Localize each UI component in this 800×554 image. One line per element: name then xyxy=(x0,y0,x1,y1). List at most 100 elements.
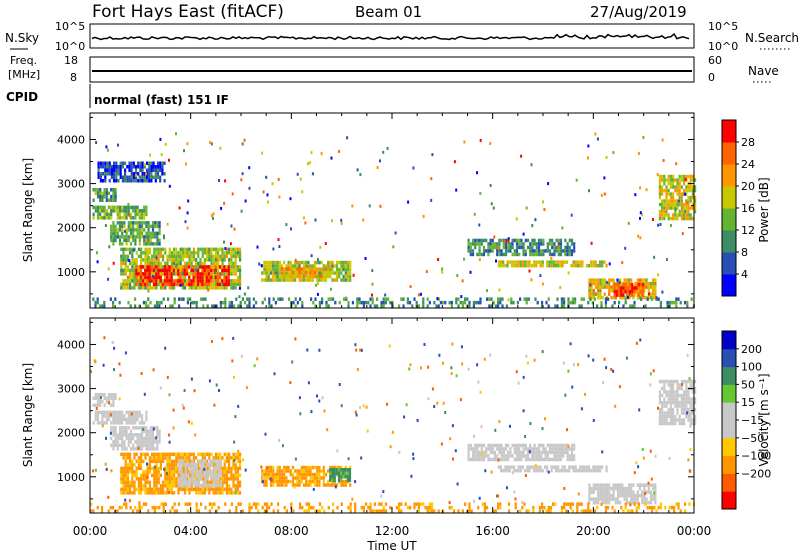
echo-cell xyxy=(134,433,137,437)
echo-cell xyxy=(199,258,202,262)
echo-cell xyxy=(652,285,655,289)
echo-cell xyxy=(570,242,574,246)
echo-cell xyxy=(118,216,122,220)
echo-cell xyxy=(159,282,162,287)
echo-cell xyxy=(562,249,565,253)
echo-cell xyxy=(658,216,661,221)
echo-cell xyxy=(173,251,176,255)
echo-cell xyxy=(136,235,139,239)
echo-cell xyxy=(236,275,239,280)
echo-cell xyxy=(528,263,531,268)
echo-cell xyxy=(272,267,275,272)
echo-cell xyxy=(227,268,230,273)
echo-cell xyxy=(285,264,288,268)
echo-cell xyxy=(201,456,204,460)
echo-cell xyxy=(627,493,631,498)
echo-cell xyxy=(239,275,242,280)
echo-cell xyxy=(689,469,692,473)
echo-cell xyxy=(590,486,593,491)
echo-cell xyxy=(175,480,178,485)
echo-cell xyxy=(498,443,501,448)
echo-cell xyxy=(217,251,220,255)
echo-cell xyxy=(181,258,184,262)
echo-cell xyxy=(97,165,100,169)
echo-cell xyxy=(140,452,143,457)
echo-cell xyxy=(683,390,686,394)
echo-cell xyxy=(236,473,239,478)
echo-cell xyxy=(294,483,297,487)
echo-cell xyxy=(354,343,357,347)
echo-cell xyxy=(239,473,242,478)
echo-cell xyxy=(137,265,140,269)
echo-cell xyxy=(107,417,111,422)
echo-cell xyxy=(422,304,425,308)
echo-cell xyxy=(153,509,156,513)
echo-cell xyxy=(652,218,654,221)
echo-cell xyxy=(508,502,511,506)
echo-cell xyxy=(110,443,113,448)
echo-cell xyxy=(138,238,141,243)
echo-cell xyxy=(236,247,239,252)
echo-cell xyxy=(569,505,572,510)
echo-cell xyxy=(438,353,441,357)
echo-cell xyxy=(156,165,160,169)
echo-cell xyxy=(497,300,500,305)
echo-cell xyxy=(518,245,521,250)
echo-cell xyxy=(318,469,321,473)
echo-cell xyxy=(213,480,216,484)
echo-cell xyxy=(266,193,269,197)
echo-cell xyxy=(280,483,284,487)
echo-cell xyxy=(221,254,224,259)
echo-cell xyxy=(311,472,314,477)
echo-cell xyxy=(252,304,255,308)
echo-cell xyxy=(239,265,242,269)
echo-cell xyxy=(160,153,163,157)
echo-cell xyxy=(382,150,385,154)
echo-cell xyxy=(560,509,563,513)
echo-cell xyxy=(183,149,185,153)
echo-cell xyxy=(555,245,558,250)
echo-cell xyxy=(132,443,135,448)
echo-cell xyxy=(413,502,416,506)
echo-cell xyxy=(267,276,270,280)
echo-cell xyxy=(131,247,134,252)
echo-cell xyxy=(542,457,545,462)
echo-cell xyxy=(686,201,689,205)
echo-cell xyxy=(221,272,224,276)
echo-cell xyxy=(177,487,180,492)
echo-cell xyxy=(205,279,208,283)
echo-cell xyxy=(189,502,192,506)
echo-cell xyxy=(129,421,133,425)
echo-cell xyxy=(533,454,536,458)
colorbar-swatch xyxy=(722,208,736,231)
echo-cell xyxy=(221,456,224,460)
echo-cell xyxy=(175,456,178,460)
echo-cell xyxy=(201,275,204,280)
echo-cell xyxy=(300,465,303,470)
echo-cell xyxy=(305,502,308,506)
echo-cell xyxy=(217,247,220,252)
echo-cell xyxy=(110,168,113,172)
echo-cell xyxy=(114,188,117,192)
echo-cell xyxy=(96,212,100,217)
echo-cell xyxy=(625,493,628,498)
echo-region xyxy=(658,379,697,426)
echo-cell xyxy=(162,484,165,488)
echo-cell xyxy=(549,509,552,513)
echo-cell xyxy=(192,487,195,492)
echo-cell xyxy=(296,300,299,305)
echo-cell xyxy=(179,261,182,266)
echo-cell xyxy=(574,263,577,268)
echo-cell xyxy=(647,295,650,300)
echo-cell xyxy=(527,509,530,513)
echo-cell xyxy=(146,258,149,262)
echo-cell xyxy=(159,165,162,169)
echo-cell xyxy=(654,454,657,458)
echo-cell xyxy=(557,249,560,253)
echo-cell xyxy=(487,252,490,257)
echo-cell xyxy=(262,476,265,480)
echo-cell xyxy=(110,429,113,434)
echo-cell xyxy=(159,272,162,276)
echo-cell xyxy=(617,289,621,294)
echo-cell xyxy=(224,179,227,183)
